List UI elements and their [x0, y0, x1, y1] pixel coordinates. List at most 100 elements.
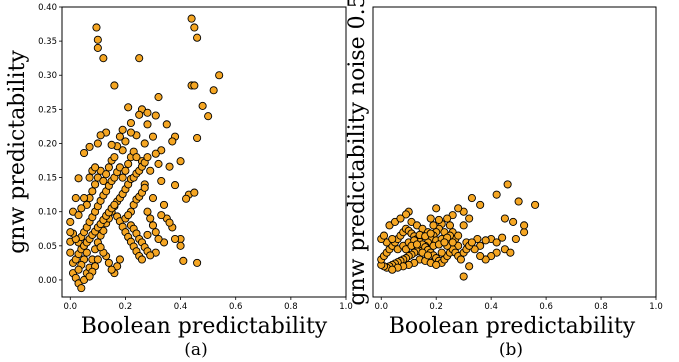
data-point-b [448, 238, 457, 247]
x-tick-label-b: 0.4 [484, 302, 498, 312]
data-point-a [154, 93, 163, 102]
data-point-a [110, 153, 119, 162]
data-point-a [154, 159, 163, 168]
data-point-a [190, 188, 199, 197]
data-point-a [107, 140, 116, 149]
data-point-a [115, 255, 124, 264]
data-point-a [182, 194, 191, 203]
data-point-a [91, 163, 100, 172]
data-point-b [481, 236, 490, 245]
x-axis-label-a: Boolean predictability [81, 314, 328, 339]
data-point-a [140, 183, 149, 192]
data-point-a [143, 120, 152, 129]
data-point-a [146, 251, 155, 260]
data-point-b [423, 251, 433, 260]
data-point-b [511, 234, 520, 244]
data-point-a [77, 204, 86, 213]
data-point-a [126, 118, 135, 128]
data-point-a [170, 181, 180, 190]
data-point-a [88, 187, 97, 196]
x-tick-label-a: 0.4 [174, 302, 188, 312]
data-point-a [85, 173, 94, 182]
data-point-b [401, 210, 411, 219]
data-point-a [121, 166, 130, 175]
y-tick-label-a: 0.10 [38, 208, 57, 218]
x-tick-label-b: 0.6 [539, 302, 553, 312]
data-point-a [154, 234, 163, 244]
data-point-a [159, 200, 169, 209]
data-point-a [187, 14, 196, 23]
data-point-a [176, 157, 185, 166]
data-point-a [132, 153, 141, 162]
data-point-a [190, 81, 199, 90]
data-point-a [157, 211, 166, 220]
data-point-a [140, 139, 149, 148]
data-point-b [520, 221, 529, 230]
data-point-a [215, 71, 224, 80]
data-point-b [459, 272, 468, 281]
data-point-a [135, 110, 144, 119]
data-point-a [104, 163, 113, 172]
data-point-b [492, 238, 501, 247]
y-tick-label-a: 0.15 [38, 174, 57, 184]
data-point-b [426, 214, 435, 223]
data-point-a [92, 23, 101, 32]
data-point-a [102, 170, 111, 179]
data-point-a [82, 248, 91, 257]
x-tick-label-a: 0.0 [64, 302, 78, 312]
data-point-a [193, 133, 202, 143]
data-point-a [104, 258, 113, 267]
data-point-a [165, 162, 174, 171]
data-point-a [66, 248, 75, 257]
data-point-b [467, 194, 476, 203]
data-point-a [165, 218, 174, 227]
data-point-b [440, 238, 449, 247]
data-point-b [503, 180, 512, 189]
scatter-points-a [66, 14, 224, 293]
data-point-a [126, 128, 135, 137]
data-point-b [432, 260, 441, 269]
data-point-b [437, 248, 446, 257]
data-point-a [151, 111, 160, 120]
panel-label-b: (b) [499, 340, 523, 360]
y-tick-label-a: 0.05 [38, 242, 57, 252]
data-point-a [179, 256, 188, 265]
data-point-a [93, 255, 102, 264]
data-point-b [506, 248, 515, 257]
y-tick-label-a: 0.20 [38, 139, 57, 149]
data-point-b [514, 197, 523, 206]
plot-area-a [61, 6, 347, 298]
data-point-a [143, 108, 152, 117]
x-ticks-b: 0.0 0.2 0.4 0.6 0.8 1.0 [374, 297, 663, 312]
data-point-a [118, 146, 127, 155]
data-point-a [151, 149, 160, 158]
data-point-a [85, 272, 94, 281]
panel-b: 0.0 0.2 0.4 0.6 0.8 1.0 Boolean predictabilit… [345, 0, 663, 360]
data-point-a [80, 194, 89, 203]
x-tick-label-b: 0.8 [594, 302, 608, 312]
data-point-a [148, 194, 158, 203]
y-axis-label-b: gnw predictability noise 0.5 [345, 0, 370, 306]
data-point-b [467, 238, 476, 247]
y-tick-label-a: 0.35 [38, 37, 57, 47]
data-point-b [388, 265, 397, 274]
data-point-b [492, 190, 501, 199]
y-axis-label-a: gnw predictability [5, 50, 30, 254]
data-point-a [193, 33, 202, 42]
data-point-a [124, 159, 133, 168]
x-axis-label-b: Boolean predictability [389, 314, 636, 339]
data-point-a [93, 139, 102, 148]
data-point-a [118, 125, 127, 134]
data-point-a [99, 54, 108, 63]
data-point-a [96, 243, 105, 252]
data-point-a [168, 137, 177, 146]
data-point-a [162, 120, 171, 129]
data-point-a [124, 103, 133, 112]
data-point-b [459, 221, 468, 230]
data-point-b [445, 221, 454, 230]
data-point-a [176, 241, 185, 250]
data-point-b [396, 214, 405, 223]
data-point-a [157, 176, 166, 186]
data-point-b [426, 229, 435, 238]
data-point-b [476, 252, 485, 261]
